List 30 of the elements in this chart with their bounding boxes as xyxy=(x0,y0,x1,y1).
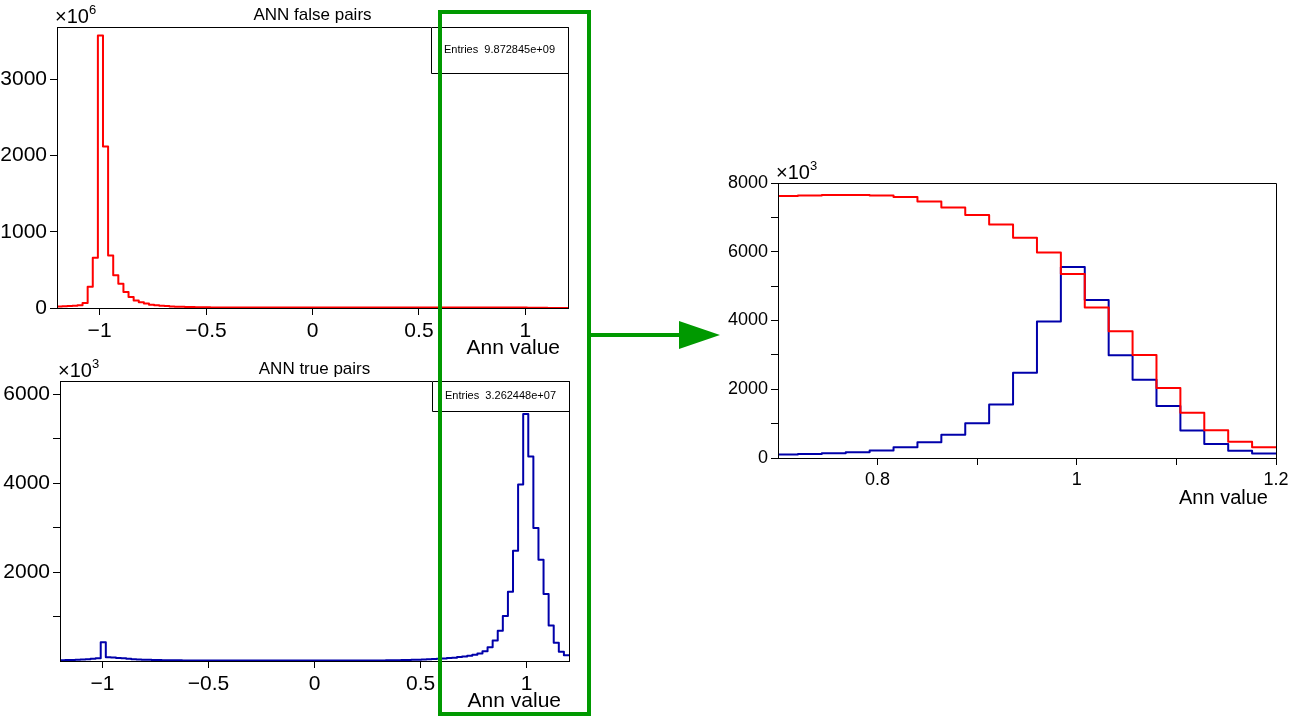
y-tick-label: 6000 xyxy=(727,240,768,261)
x-tick-label: 0.8 xyxy=(865,468,891,489)
x-tick-label: −0.5 xyxy=(187,671,230,695)
y-tick-label: 2000 xyxy=(3,558,50,582)
x-tick-label: −1 xyxy=(87,318,112,342)
annotation: Entries 3.262448e+07 xyxy=(444,389,557,402)
y-tick-label: 4000 xyxy=(727,309,768,330)
x-tick-label: 0 xyxy=(308,671,321,695)
y-tick-label: 0 xyxy=(757,446,768,467)
y-tick-label: 2000 xyxy=(727,378,768,399)
x-tick-label: −1 xyxy=(90,671,115,695)
x-tick-label: 1 xyxy=(1071,468,1082,489)
x-tick-label: 0.5 xyxy=(405,671,436,695)
y-tick-label: 8000 xyxy=(727,171,768,192)
y-tick-label: 2000 xyxy=(0,142,47,166)
y-tick-label: 1000 xyxy=(0,218,47,242)
x-tick-label: 1.2 xyxy=(1263,468,1289,489)
annotation: Entries 9.872845e+09 xyxy=(443,43,556,56)
y-tick-label: 6000 xyxy=(3,381,50,405)
y-tick-label: 4000 xyxy=(3,470,50,494)
x-tick-label: 0.5 xyxy=(404,318,434,342)
x-tick-label: 1 xyxy=(519,318,532,342)
x-tick-label: 1 xyxy=(520,671,533,695)
y-tick-label: 3000 xyxy=(0,66,47,90)
x-axis-title: Ann value xyxy=(1179,486,1268,508)
x-tick-label: 0 xyxy=(306,318,319,342)
chart-title: ANN false pairs xyxy=(253,5,372,24)
y-tick-label: 0 xyxy=(35,294,47,318)
x-tick-label: −0.5 xyxy=(185,318,227,342)
chart-title: ANN true pairs xyxy=(258,359,371,378)
